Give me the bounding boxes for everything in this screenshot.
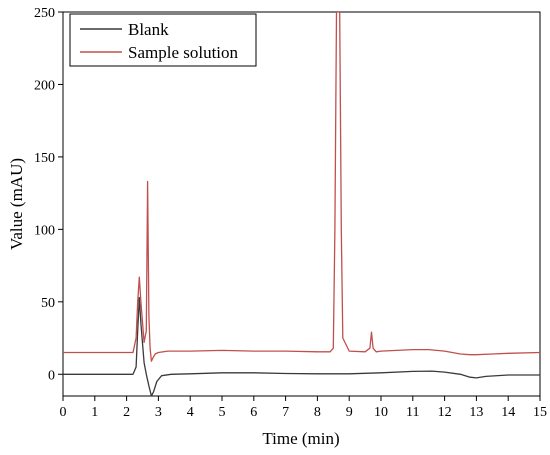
x-tick-label: 11 bbox=[406, 405, 419, 420]
y-axis-title: Value (mAU) bbox=[7, 158, 26, 250]
x-tick-label: 4 bbox=[187, 405, 194, 420]
plot-frame bbox=[62, 11, 541, 397]
legend: Blank Sample solution bbox=[69, 13, 257, 67]
series-line-blank bbox=[63, 296, 540, 396]
legend-box bbox=[69, 13, 257, 67]
y-tick-label: 150 bbox=[34, 151, 55, 166]
x-tick-label: 10 bbox=[374, 405, 388, 420]
x-tick-label: 3 bbox=[155, 405, 162, 420]
legend-label-blank: Blank bbox=[128, 20, 169, 39]
x-axis-ticks: 0 1 2 3 4 5 6 7 8 9 10 11 12 13 14 15 bbox=[60, 396, 547, 420]
x-tick-label: 7 bbox=[282, 405, 289, 420]
x-tick-label: 12 bbox=[438, 405, 452, 420]
y-tick-label: 50 bbox=[41, 296, 55, 311]
x-tick-label: 5 bbox=[219, 405, 226, 420]
legend-label-sample-solution: Sample solution bbox=[128, 43, 239, 62]
y-tick-label: 200 bbox=[34, 78, 55, 93]
x-tick-label: 14 bbox=[501, 405, 515, 420]
y-tick-label: 100 bbox=[34, 223, 55, 238]
x-tick-label: 2 bbox=[123, 405, 130, 420]
x-tick-label: 6 bbox=[250, 405, 257, 420]
series-line-sample-solution bbox=[63, 12, 540, 362]
x-axis-title: Time (min) bbox=[262, 429, 339, 448]
series-layer bbox=[63, 12, 540, 396]
x-tick-label: 9 bbox=[346, 405, 353, 420]
x-tick-label: 1 bbox=[91, 405, 98, 420]
x-tick-label: 0 bbox=[60, 405, 67, 420]
y-axis-ticks: 0 50 100 150 200 250 bbox=[34, 6, 63, 383]
y-tick-label: 250 bbox=[34, 6, 55, 21]
x-tick-label: 15 bbox=[533, 405, 547, 420]
y-tick-label: 0 bbox=[48, 368, 55, 383]
x-tick-label: 13 bbox=[469, 405, 483, 420]
x-tick-label: 8 bbox=[314, 405, 321, 420]
